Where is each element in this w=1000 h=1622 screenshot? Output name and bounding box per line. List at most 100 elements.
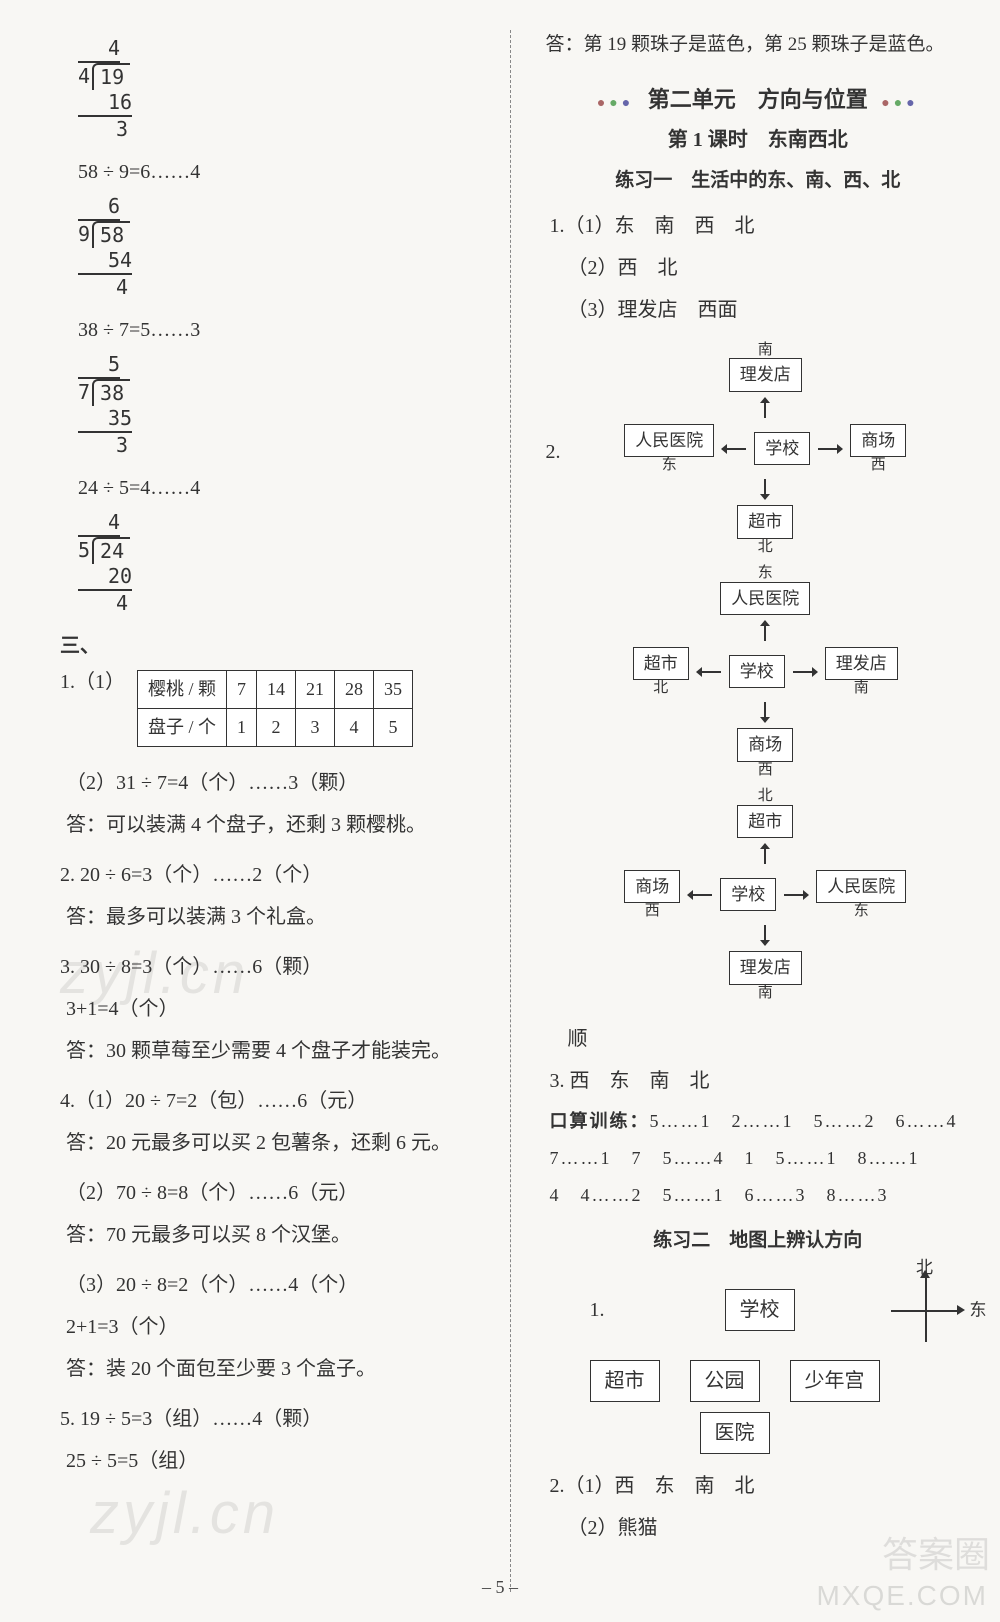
long-division: 4 4 19 16 3	[78, 36, 485, 142]
table-cell: 盘子 / 个	[138, 708, 227, 746]
practice-title: 练习一 生活中的东、南、西、北	[546, 166, 971, 196]
corner-watermark: MXQE.COM	[816, 1580, 988, 1612]
subtract: 35	[78, 406, 132, 433]
divisor: 4	[78, 64, 92, 89]
dir-box: 商场	[850, 424, 906, 457]
table-cell: 7	[227, 671, 257, 709]
arrow-icon	[793, 671, 817, 673]
arrow-icon	[688, 894, 712, 896]
map-box: 超市	[590, 1360, 660, 1402]
dir-label: 北	[916, 1254, 933, 1281]
dir-label: 东	[854, 903, 869, 920]
question: 2.（1）西 东 南 北	[550, 1470, 971, 1502]
divisor: 9	[78, 222, 92, 247]
q-label: 2.	[546, 436, 561, 468]
answer: 答：可以装满 4 个盘子，还剩 3 颗樱桃。	[66, 809, 485, 841]
quotient: 5	[78, 352, 120, 379]
dir-box: 学校	[729, 655, 785, 688]
dir-box: 商场	[624, 870, 680, 903]
dots-icon: ●●●	[589, 96, 642, 111]
page-number: – 5 –	[482, 1577, 518, 1598]
question: 5. 19 ÷ 5=3（组）……4（颗）	[60, 1403, 485, 1435]
answer: 顺	[550, 1023, 971, 1055]
subtract: 20	[78, 564, 132, 591]
divisor: 5	[78, 538, 92, 563]
divisor: 7	[78, 380, 92, 405]
long-division: 4 524 20 4	[78, 510, 485, 616]
remainder: 3	[78, 433, 485, 458]
answer: 答：70 元最多可以买 8 个汉堡。	[66, 1219, 485, 1251]
table-cell: 4	[335, 708, 374, 746]
arrow-icon	[764, 398, 766, 418]
dir-label: 北	[758, 788, 773, 805]
arrow-icon	[764, 479, 766, 499]
arrow-icon	[764, 621, 766, 641]
dividend: 19	[92, 63, 130, 90]
practice-title: 练习二 地图上辨认方向	[546, 1226, 971, 1256]
table-cell: 2	[257, 708, 296, 746]
dir-label: 西	[871, 457, 886, 474]
dir-box: 理发店	[729, 951, 802, 984]
cherry-table: 樱桃 / 颗 7 14 21 28 35 盘子 / 个 1 2 3 4 5	[137, 670, 413, 747]
question: 25 ÷ 5=5（组）	[66, 1445, 485, 1477]
dir-box: 超市	[633, 647, 689, 680]
remainder: 4	[78, 275, 485, 300]
dir-label: 北	[758, 539, 773, 556]
table-cell: 28	[335, 671, 374, 709]
answer: 答：第 19 颗珠子是蓝色，第 25 颗珠子是蓝色。	[546, 30, 971, 60]
dir-label: 南	[854, 680, 869, 697]
corner-watermark: 答案圈	[882, 1526, 990, 1578]
arrow-icon	[697, 671, 721, 673]
q-label: 1.（1）	[60, 666, 125, 698]
long-division: 6 958 54 4	[78, 194, 485, 300]
q-label: 1.	[590, 1294, 605, 1326]
question: 1.（1）东 南 西 北	[550, 210, 971, 242]
table-row: 樱桃 / 颗 7 14 21 28 35	[138, 671, 413, 709]
table-cell: 21	[296, 671, 335, 709]
subtract: 54	[78, 248, 132, 275]
map-box: 公园	[690, 1360, 760, 1402]
dividend: 38	[92, 379, 130, 406]
dir-box: 理发店	[825, 647, 898, 680]
answer: 答：30 颗草莓至少需要 4 个盘子才能装完。	[66, 1035, 485, 1067]
label: 口算训练：	[550, 1111, 650, 1131]
dots-icon: ●●●	[873, 96, 926, 111]
arrow-icon	[722, 448, 746, 450]
question: （2）31 ÷ 7=4（个）……3（颗）	[66, 767, 485, 799]
table-cell: 5	[374, 708, 413, 746]
table-cell: 3	[296, 708, 335, 746]
dir-label: 东	[758, 565, 773, 582]
dividend: 24	[92, 537, 130, 564]
question: 2. 20 ÷ 6=3（个）……2（个）	[60, 859, 485, 891]
lesson-title: 第 1 课时 东南西北	[546, 124, 971, 156]
quotient: 4	[78, 36, 120, 63]
subtract: 16	[78, 90, 132, 117]
quotient: 4	[78, 510, 120, 537]
dir-label: 西	[645, 903, 660, 920]
table-row: 盘子 / 个 1 2 3 4 5	[138, 708, 413, 746]
dir-box: 商场	[737, 728, 793, 761]
arrow-icon	[764, 702, 766, 722]
kousuan-label: 口算训练：5……1 2……1 5……2 6……4	[550, 1107, 971, 1136]
question: （3）20 ÷ 8=2（个）……4（个）	[66, 1269, 485, 1301]
arrow-icon	[818, 448, 842, 450]
dir-label: 西	[758, 762, 773, 779]
map-box: 医院	[700, 1412, 770, 1454]
left-column: 4 4 19 16 3 58 ÷ 9=6……4 6 958 54 4 38 ÷ …	[60, 30, 511, 1592]
dir-label: 南	[758, 342, 773, 359]
dividend: 58	[92, 221, 130, 248]
right-column: 答：第 19 颗珠子是蓝色，第 25 颗珠子是蓝色。 ●●● 第二单元 方向与位…	[541, 30, 971, 1592]
table-cell: 35	[374, 671, 413, 709]
table-cell: 14	[257, 671, 296, 709]
question: 3. 西 东 南 北	[550, 1065, 971, 1097]
quotient: 6	[78, 194, 120, 221]
long-division: 5 738 35 3	[78, 352, 485, 458]
dir-label: 东	[970, 1296, 987, 1323]
dir-box: 学校	[754, 432, 810, 465]
section-heading: 三、	[60, 630, 485, 662]
dir-box: 理发店	[729, 358, 802, 391]
direction-diagram: 南理发店 人民医院东 学校 商场西 超市北 东人民医院	[610, 342, 920, 1001]
unit-title-text: 第二单元 方向与位置	[648, 87, 868, 112]
map-box: 学校	[725, 1289, 795, 1331]
question: 2+1=3（个）	[66, 1311, 485, 1343]
